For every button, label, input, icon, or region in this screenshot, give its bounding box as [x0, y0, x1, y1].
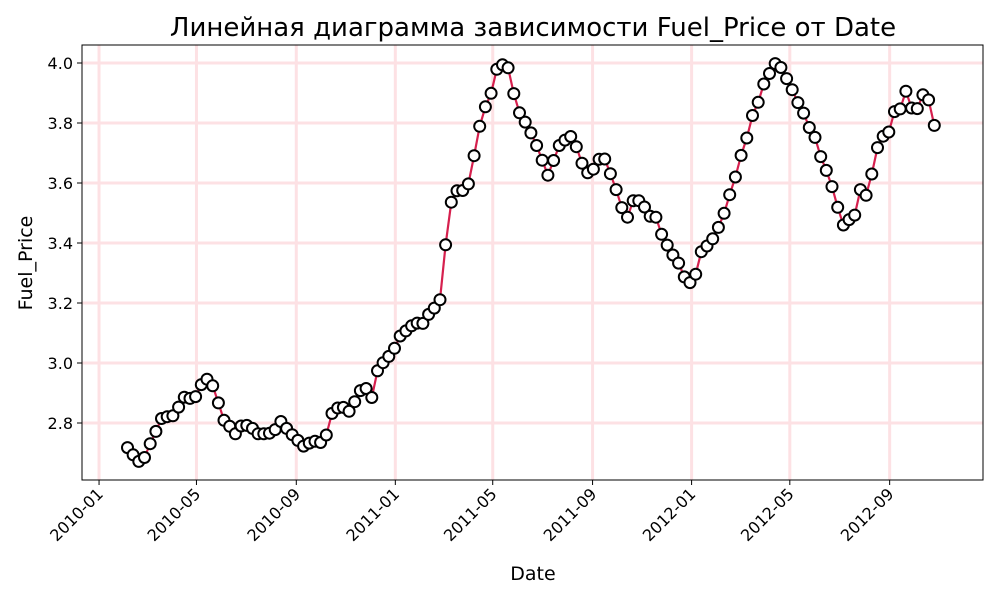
data-point: [922, 93, 936, 107]
data-point: [831, 200, 845, 214]
data-point: [138, 451, 151, 464]
data-point: [535, 153, 549, 167]
data-point: [586, 162, 600, 176]
data-point: [660, 238, 674, 252]
data-point: [524, 126, 538, 140]
data-point: [433, 293, 447, 307]
x-axis-label: Date: [510, 563, 555, 585]
data-point: [808, 130, 822, 144]
data-point: [848, 208, 862, 222]
y-tick-label: 4.0: [48, 54, 73, 73]
data-point: [575, 156, 589, 170]
data-point: [899, 84, 913, 98]
data-point: [757, 77, 771, 91]
data-point: [603, 167, 617, 181]
data-point: [149, 424, 163, 438]
data-point: [513, 106, 526, 120]
data-point: [473, 119, 487, 133]
y-axis-label: Fuel_Price: [15, 216, 37, 311]
data-point: [365, 391, 379, 404]
data-point: [706, 232, 720, 246]
chart-title: Линейная диаграмма зависимости Fuel_Pric…: [170, 13, 896, 43]
data-point: [416, 316, 430, 330]
data-point: [388, 341, 401, 355]
data-point: [439, 238, 453, 252]
data-point: [461, 177, 475, 191]
plot-frame: [81, 44, 984, 481]
data-points: [121, 57, 941, 468]
data-point: [723, 188, 737, 202]
data-point: [609, 183, 623, 197]
data-point: [910, 102, 924, 116]
data-point: [501, 61, 515, 75]
data-point: [518, 115, 532, 129]
data-point: [615, 201, 629, 215]
data-point: [342, 404, 356, 418]
data-point: [211, 396, 225, 410]
data-point: [689, 267, 703, 281]
data-point: [871, 141, 884, 155]
data-point: [172, 400, 186, 414]
data-point: [711, 220, 725, 234]
data-point: [621, 210, 634, 224]
data-point: [927, 118, 941, 132]
data-point: [649, 210, 663, 224]
data-point: [166, 409, 180, 423]
data-point: [751, 95, 765, 109]
data-point: [785, 83, 799, 97]
data-point: [791, 96, 805, 110]
data-point: [484, 86, 498, 100]
data-point: [717, 206, 731, 220]
data-point: [763, 67, 776, 80]
data-point: [444, 195, 458, 209]
data-point: [780, 72, 794, 86]
data-point: [359, 382, 373, 395]
data-point: [547, 154, 561, 167]
data-point: [206, 379, 220, 393]
y-tick-label: 3.8: [48, 114, 73, 133]
data-point: [319, 428, 333, 442]
data-point: [569, 140, 583, 154]
data-point: [774, 61, 788, 74]
data-point: [655, 227, 669, 241]
data-point: [478, 100, 492, 114]
data-point: [541, 168, 555, 182]
data-point: [819, 163, 833, 177]
y-tick-label: 3.2: [48, 294, 73, 313]
data-point: [802, 121, 816, 134]
y-tick-label: 2.8: [48, 414, 73, 433]
data-point: [734, 148, 748, 162]
data-point: [728, 170, 742, 184]
data-point: [865, 167, 879, 181]
data-point: [859, 188, 873, 202]
data-point: [814, 150, 828, 164]
data-point: [893, 102, 907, 116]
data-point: [672, 256, 686, 270]
data-point: [598, 152, 612, 166]
data-point: [530, 139, 544, 152]
data-point: [467, 149, 481, 163]
y-tick-label: 3.0: [48, 354, 73, 373]
grid: [82, 45, 983, 480]
data-point: [189, 390, 203, 404]
data-point: [348, 395, 362, 409]
data-point: [638, 200, 651, 214]
data-point: [797, 106, 811, 120]
data-point: [143, 437, 157, 451]
y-tick-label: 3.4: [48, 234, 73, 253]
data-point: [564, 130, 578, 143]
data-point: [825, 180, 839, 194]
y-axis: 2.8 3.0 3.2 3.4 3.6 3.8 4.0: [48, 54, 82, 433]
data-point: [507, 87, 521, 101]
y-tick-label: 3.6: [48, 174, 73, 193]
data-point: [746, 109, 759, 122]
data-point: [882, 125, 896, 139]
data-point: [740, 131, 754, 145]
